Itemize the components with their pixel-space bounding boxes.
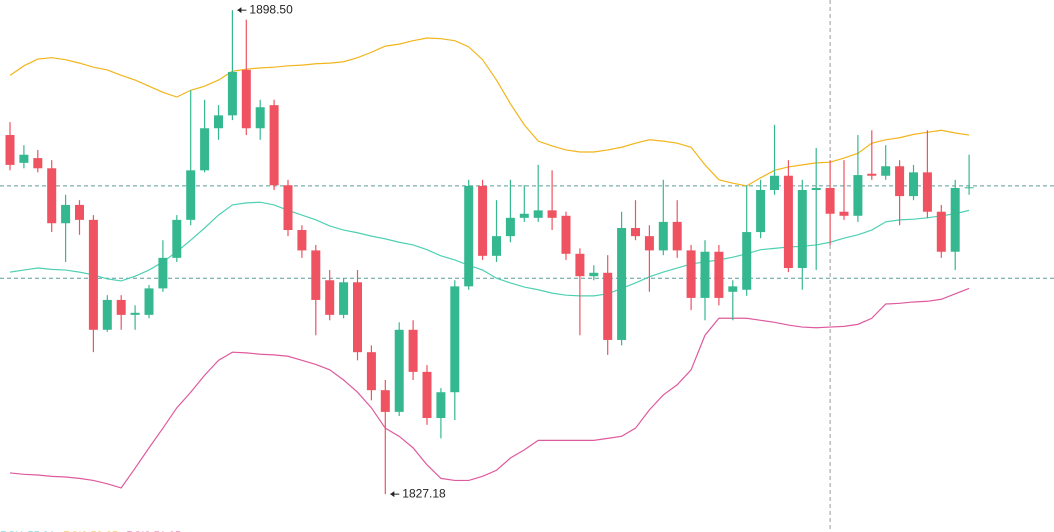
candle-body — [214, 115, 223, 129]
candle-body — [853, 175, 863, 216]
candle-body — [492, 236, 501, 256]
candle-body — [770, 175, 779, 190]
candle-body — [380, 390, 390, 412]
candle-body — [589, 272, 599, 277]
candle-body — [936, 211, 946, 252]
candle-body — [75, 204, 84, 220]
candle-body — [297, 230, 307, 251]
annotation: 1827.18 — [390, 486, 446, 500]
candle-body — [88, 219, 98, 330]
candle-body — [658, 221, 668, 251]
candle-body — [5, 135, 15, 165]
candle-body — [422, 371, 432, 418]
candle-body — [964, 187, 974, 189]
band-line — [9, 287, 970, 489]
candle-body — [561, 215, 571, 254]
candle-body — [353, 282, 362, 353]
candle-body — [450, 286, 460, 393]
candle-body — [255, 107, 265, 129]
candle-body — [172, 219, 182, 258]
candle-body — [102, 299, 112, 330]
candle-body — [644, 236, 654, 251]
legend-entry: RSI3 51.05 — [126, 530, 181, 532]
candle-body — [811, 187, 821, 190]
candle-body — [756, 190, 766, 233]
candle-body — [200, 128, 210, 171]
candle-body — [700, 251, 710, 298]
candle-body — [325, 280, 335, 315]
candle-body — [797, 190, 807, 269]
legend-entry: RSI1 55.91 — [0, 530, 55, 532]
candle-body — [130, 312, 140, 315]
candle-body — [311, 250, 321, 300]
candle-body — [505, 217, 515, 237]
candle-body — [728, 286, 738, 292]
candle-body — [839, 211, 849, 216]
annotation-label: 1827.18 — [402, 486, 446, 500]
candle-body — [408, 329, 418, 372]
band-line — [9, 37, 970, 187]
candle-body — [603, 272, 613, 340]
candle-body — [227, 71, 237, 116]
candle-body — [547, 210, 557, 218]
candle-body — [533, 210, 543, 218]
candle-body — [686, 250, 696, 298]
annotation: 1898.50 — [237, 2, 293, 16]
candle-body — [478, 185, 488, 256]
candle-body — [922, 172, 932, 212]
candle-body — [19, 154, 29, 163]
candle-body — [909, 172, 918, 197]
candle-body — [116, 299, 126, 315]
candle-body — [158, 257, 168, 289]
candle-body — [672, 221, 682, 251]
candle-body — [366, 352, 376, 391]
candle-body — [881, 166, 891, 176]
candle-body — [241, 69, 251, 129]
candle-body — [33, 158, 43, 169]
candle-body — [464, 185, 474, 287]
candle-body — [783, 175, 793, 269]
candle-body — [144, 288, 154, 315]
candle-body — [825, 187, 835, 214]
annotation-arrowhead — [237, 7, 242, 14]
candle-body — [519, 213, 529, 218]
annotation-label: 1898.50 — [249, 2, 293, 16]
candle-body — [714, 251, 724, 298]
candle-body — [47, 168, 57, 224]
candle-body — [575, 253, 585, 277]
candle-body — [895, 166, 905, 197]
candle-body — [283, 185, 293, 231]
legend-entry: RSI2 53.85 — [63, 530, 118, 532]
candle-body — [61, 204, 71, 224]
candle-body — [436, 392, 446, 418]
candle-body — [867, 173, 877, 176]
candle-body — [631, 228, 640, 237]
candle-body — [617, 228, 627, 340]
annotation-arrowhead — [390, 491, 395, 498]
candle-body — [394, 329, 404, 412]
band-line — [9, 201, 970, 297]
candle-body — [950, 187, 960, 252]
candle-body — [339, 282, 349, 315]
candle-body — [269, 105, 279, 186]
candle-body — [186, 170, 196, 220]
candle-body — [742, 232, 752, 290]
